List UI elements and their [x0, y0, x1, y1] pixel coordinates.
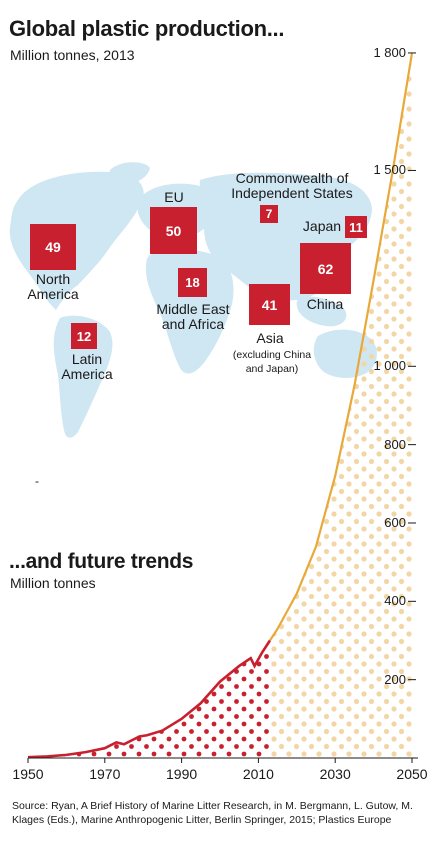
region-label-line: (excluding China — [232, 349, 312, 361]
region-value-china: 62 — [300, 243, 351, 294]
region-label-line: Independent States — [231, 185, 353, 201]
projection-line — [268, 52, 414, 642]
x-tick-label: 2030 — [319, 766, 351, 782]
region-label-line: America — [61, 366, 113, 382]
x-tick-label: 1970 — [89, 766, 121, 782]
region-label-middle-east-africa: Middle East and Africa — [150, 302, 236, 332]
trends-title: ...and future trends — [9, 550, 194, 573]
region-label-line: Latin — [71, 351, 103, 367]
x-tick-label: 2050 — [396, 766, 428, 782]
page-title: Global plastic production... — [9, 16, 285, 41]
map-greenland — [109, 162, 150, 184]
source-note: Source: Ryan, A Brief History of Marine … — [12, 800, 413, 826]
x-tick-label: 1950 — [12, 766, 44, 782]
y-tick-label: 1 000 — [373, 358, 406, 374]
map-southeast-asia — [296, 296, 347, 327]
region-value-north-america: 49 — [30, 224, 76, 270]
map-south-america — [53, 315, 113, 438]
x-tick-label: 1990 — [166, 766, 198, 782]
region-value-middle-east-africa: 18 — [178, 268, 207, 297]
region-label-china: China — [306, 296, 344, 312]
region-label-line: Middle East — [156, 301, 230, 317]
map-north-america — [9, 171, 144, 310]
region-value-latin-america: 12 — [71, 323, 97, 349]
page-subtitle: Million tonnes, 2013 — [10, 47, 135, 63]
region-value-asia: 41 — [249, 284, 290, 325]
region-label-line: and Japan) — [245, 363, 299, 375]
projection-area — [269, 52, 412, 758]
region-value-japan: 11 — [345, 216, 367, 238]
y-tick-label: 600 — [384, 514, 406, 530]
region-value-eu: 50 — [150, 207, 197, 254]
region-label-japan: Japan — [302, 218, 342, 234]
region-label-cis: Commonwealth of Independent States — [223, 171, 361, 201]
region-label-line: America — [27, 286, 79, 302]
region-label-line: North — [35, 271, 71, 287]
historical-area — [28, 640, 270, 758]
y-tick-label: 800 — [384, 436, 406, 452]
y-tick-label: 1 500 — [373, 162, 406, 178]
region-value-cis: 7 — [260, 205, 278, 223]
y-tick-label: 400 — [384, 593, 406, 609]
region-label-asia-note: (excluding China and Japan) — [222, 348, 322, 376]
trends-subtitle: Million tonnes — [10, 575, 96, 591]
region-label-latin-america: Latin America — [52, 352, 122, 382]
x-tick-label: 2010 — [242, 766, 274, 782]
historical-line — [27, 639, 272, 759]
stray-dash: - — [35, 474, 39, 488]
region-label-asia: Asia — [256, 330, 284, 346]
region-label-north-america: North America — [18, 272, 88, 302]
y-tick-label: 200 — [384, 671, 406, 687]
region-label-line: and Africa — [161, 316, 225, 332]
region-label-eu: EU — [164, 189, 184, 205]
y-tick-label: 1 800 — [373, 44, 406, 60]
map-africa — [146, 249, 234, 374]
region-label-line: Commonwealth of — [235, 170, 349, 186]
